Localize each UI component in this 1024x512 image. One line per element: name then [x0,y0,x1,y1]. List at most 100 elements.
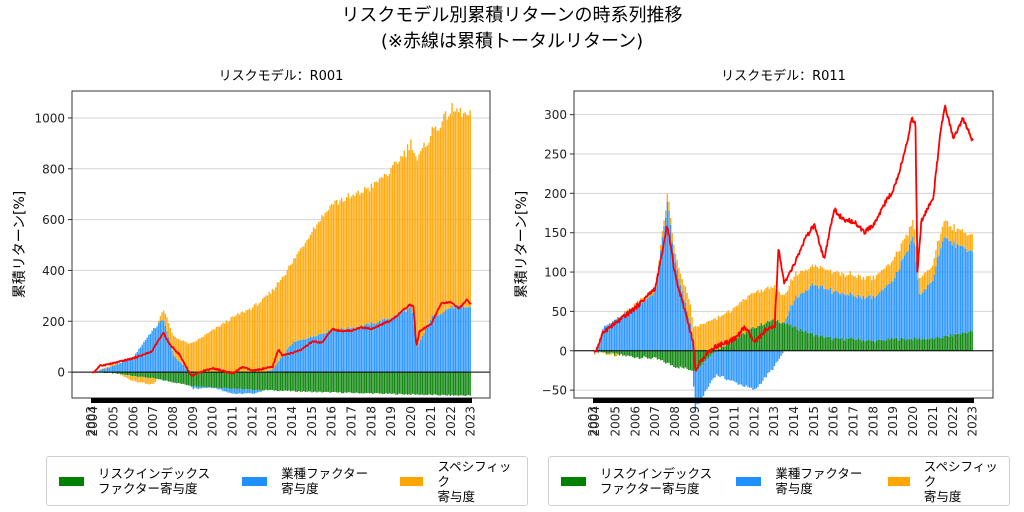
bar-specific [420,151,422,340]
bar-industry [270,370,272,373]
bar-industry [278,360,280,373]
bar-specific [744,299,746,335]
bar-risk_index [283,372,285,391]
bar-industry [783,322,786,324]
bar-risk_index [806,333,809,351]
bar-risk_index [355,372,358,393]
bar-specific [778,291,781,323]
bar-specific [204,334,206,373]
bar-risk_index [905,340,907,351]
bar-industry [143,341,145,373]
bar-specific [922,275,924,293]
bar-risk_index [935,337,937,351]
bar-risk_index [307,372,310,392]
total-return-line [593,104,974,372]
bar-specific [235,315,237,373]
bar-industry [426,325,429,373]
legend-swatch [736,476,762,486]
bar-specific [200,337,203,373]
bar-specific [961,228,963,246]
bar-industry [605,325,608,351]
bar-industry [97,370,99,373]
bar-risk_index [783,323,786,351]
bar-specific [813,266,815,286]
bar-industry [805,289,807,331]
bar-industry [757,350,759,388]
bar-industry [396,315,399,373]
bar-industry [674,262,677,351]
bar-industry [416,346,419,373]
bar-risk_index [829,337,832,351]
bar-risk_index [111,372,114,374]
bar-specific [167,322,170,338]
legend-r001: リスクインデックス ファクター寄与度 業種ファクター 寄与度 スペシフィック 寄与度 [46,456,528,506]
bar-specific [829,269,832,288]
bar-risk_index [464,372,466,397]
bar-specific [223,323,226,373]
bar-specific [604,352,606,353]
bar-industry [907,250,909,339]
bar-specific [803,271,805,293]
bar-industry [223,387,226,392]
bar-industry [940,248,942,339]
bar-risk_index [197,372,199,387]
bar-specific [856,278,858,298]
bar-specific [618,355,621,356]
bar-specific [380,177,382,322]
bar-specific [946,221,949,239]
bar-specific [851,274,853,295]
bar-industry [136,352,139,373]
bar-specific [110,365,112,367]
legend-item-industry: 業種ファクター 寄与度 [724,466,866,496]
bar-industry [788,311,790,326]
bar-risk_index [304,372,307,392]
bar-risk_index [773,317,776,351]
bar-specific [935,250,937,267]
bar-industry [839,294,842,340]
bar-risk_index [275,372,277,391]
bar-risk_index [411,372,414,394]
bar-industry [106,367,109,373]
bar-industry [671,242,673,351]
bar-risk_index [959,334,962,351]
bar-risk_index [271,372,274,390]
bar-specific [948,226,950,242]
bar-risk_index [469,372,471,396]
bar-risk_index [688,350,690,371]
bar-risk_index [772,319,774,351]
legend-label: リスクインデックス ファクター寄与度 [98,466,211,496]
bar-risk_index [120,372,122,375]
bar-specific [123,374,125,377]
bar-industry [717,350,720,377]
bar-risk_index [857,338,860,351]
bar-risk_index [266,372,269,391]
chart-0: リスクモデル：R001 0 200 400 600 800 1000 累積リターン[%] 200… [12,68,491,437]
bar-industry [945,237,947,336]
bar-specific [222,322,224,373]
bar-risk_index [332,372,335,393]
bar-industry [721,350,723,377]
bar-risk_index [293,372,295,391]
bar-industry [870,298,873,342]
y-tick-label: 0 [559,344,567,358]
bar-specific [753,293,756,329]
bar-industry [202,386,204,388]
bar-specific [373,182,376,324]
x-tick-label: 2014 [787,406,801,437]
bar-industry [841,292,843,338]
bar-specific [831,273,833,294]
bar-specific [339,200,341,330]
bar-specific [219,326,221,373]
bar-industry [247,389,249,394]
bar-industry [418,343,420,373]
bar-risk_index [462,372,465,396]
bar-risk_index [151,372,153,378]
bar-industry [632,308,634,351]
bar-industry [462,306,465,373]
bar-industry [638,305,641,351]
bar-risk_index [357,372,359,394]
bar-specific [240,312,242,373]
bar-risk_index [324,372,326,392]
bar-industry [823,289,825,338]
